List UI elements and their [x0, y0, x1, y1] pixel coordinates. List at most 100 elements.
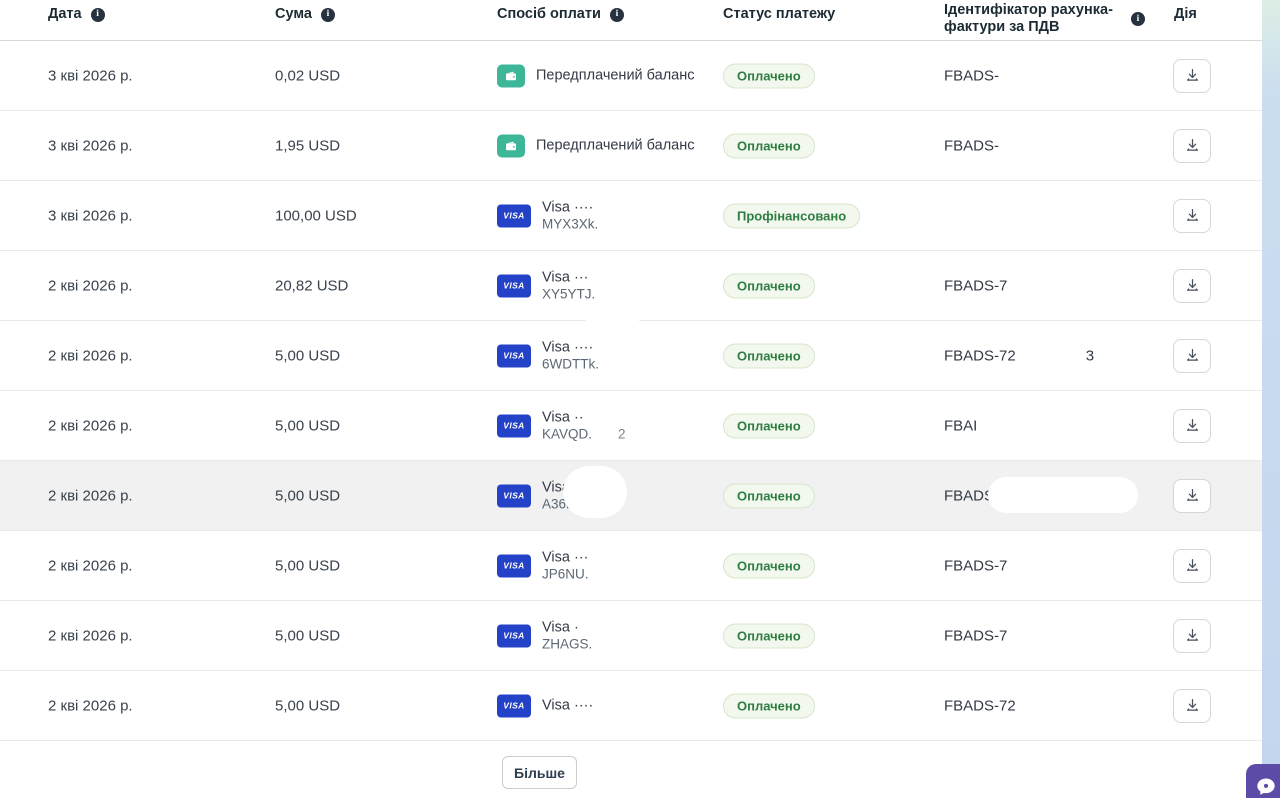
cell-status: Оплачено	[723, 413, 815, 438]
column-header-vat-invoice-id: Ідентифікатор рахунка-фактури за ПДВ	[944, 2, 1145, 37]
visa-card-icon: VISA	[497, 694, 531, 717]
download-icon	[1184, 557, 1201, 574]
download-invoice-button[interactable]	[1173, 408, 1211, 443]
cell-payment-method: VISA Visa ··· JP6NU.	[497, 548, 589, 583]
status-badge: Оплачено	[723, 693, 815, 718]
payment-reference-code: 6WDTTk.	[542, 356, 599, 372]
cell-amount: 5,00 USD	[275, 697, 341, 714]
table-row: 2 кві 2026 р. 5,00 USD VISA Visa ···· 6WDTTk…	[0, 321, 1280, 391]
column-label-vat-invoice-id: Ідентифікатор рахунка-фактури за ПДВ	[944, 2, 1113, 36]
visa-card-icon: VISA	[497, 414, 531, 437]
download-invoice-button[interactable]	[1173, 268, 1211, 303]
invoice-id-text: FBADS-7	[944, 627, 1008, 644]
cell-date: 2 кві 2026 р.	[48, 347, 133, 364]
visa-card-icon: VISA	[497, 554, 531, 577]
download-invoice-button[interactable]	[1173, 58, 1211, 93]
cell-date: 3 кві 2026 р.	[48, 137, 133, 154]
cell-date: 2 кві 2026 р.	[48, 487, 133, 504]
cell-date: 2 кві 2026 р.	[48, 277, 133, 294]
info-icon[interactable]	[609, 7, 624, 22]
cell-amount: 100,00 USD	[275, 207, 357, 224]
cell-action	[1173, 198, 1211, 233]
cell-invoice-id: FBADS-72	[944, 697, 1016, 714]
payment-method-name: Visa ··	[542, 409, 584, 425]
download-icon	[1184, 627, 1201, 644]
column-label-action: Дія	[1174, 6, 1197, 22]
table-row: 3 кві 2026 р. 100,00 USD VISA Visa ···· MYX3…	[0, 181, 1280, 251]
cell-amount: 5,00 USD	[275, 487, 341, 504]
cell-status: Оплачено	[723, 63, 815, 88]
cell-amount: 5,00 USD	[275, 557, 341, 574]
cell-action	[1173, 688, 1211, 723]
download-invoice-button[interactable]	[1173, 688, 1211, 723]
visa-card-icon: VISA	[497, 484, 531, 507]
cell-invoice-id: FBAI	[944, 417, 977, 434]
download-icon	[1184, 207, 1201, 224]
download-invoice-button[interactable]	[1173, 338, 1211, 373]
cell-payment-method: Передплачений баланс	[497, 64, 695, 87]
cell-amount: 0,02 USD	[275, 67, 341, 84]
status-badge: Оплачено	[723, 623, 815, 648]
download-invoice-button[interactable]	[1173, 618, 1211, 653]
download-invoice-button[interactable]	[1173, 478, 1211, 513]
table-row: 3 кві 2026 р. 1,95 USD Передплачений балан…	[0, 111, 1280, 181]
column-header-status: Статус платежу	[723, 6, 835, 23]
cell-payment-method: VISA Visa · ZHAGS.	[497, 618, 592, 653]
payment-reference-code: ZHAGS.	[542, 636, 593, 652]
payment-method-name: Visa ····	[542, 199, 594, 215]
cell-invoice-id: FBADS-72 3	[944, 347, 1094, 364]
status-badge: Оплачено	[723, 133, 815, 158]
payment-method-text: Visa ··· XY5YTJ.	[542, 268, 595, 303]
info-icon[interactable]	[320, 7, 335, 22]
download-icon	[1184, 697, 1201, 714]
cell-action	[1173, 268, 1211, 303]
cell-amount: 5,00 USD	[275, 417, 341, 434]
status-badge: Оплачено	[723, 483, 815, 508]
info-icon[interactable]	[1131, 12, 1145, 27]
cell-amount: 1,95 USD	[275, 137, 341, 154]
cell-status: Оплачено	[723, 133, 815, 158]
scrollbar-track[interactable]	[1262, 0, 1280, 798]
payment-reference-code: KAVQD. 2	[542, 426, 626, 442]
table-header: Дата Сума Спосіб оплати Статус платежу І…	[0, 0, 1280, 41]
cell-status: Оплачено	[723, 273, 815, 298]
invoice-id-text: FBADS-	[944, 137, 1000, 154]
payment-method-text: Передплачений баланс	[536, 66, 695, 84]
payment-reference-code: MYX3Xk.	[542, 216, 599, 232]
payment-method-text: Visa ···· MYX3Xk.	[542, 198, 598, 233]
column-label-date: Дата	[48, 6, 82, 22]
cell-action	[1173, 128, 1211, 163]
payment-method-text: Передплачений баланс	[536, 136, 695, 154]
column-header-action: Дія	[1174, 6, 1197, 23]
cell-payment-method: Передплачений баланс	[497, 134, 695, 157]
chat-widget-button[interactable]	[1246, 764, 1280, 798]
payment-method-text: Visa ···· 6WDTTk.	[542, 338, 599, 373]
payment-method-name: Visa ····	[542, 339, 594, 355]
cell-status: Оплачено	[723, 693, 815, 718]
cell-date: 2 кві 2026 р.	[48, 417, 133, 434]
payment-method-text: Visa ··· JP6NU.	[542, 548, 589, 583]
info-icon[interactable]	[90, 7, 105, 22]
cell-action	[1173, 58, 1211, 93]
load-more-button[interactable]: Більше	[502, 756, 577, 789]
cell-action	[1173, 618, 1211, 653]
invoice-id-text: FBADS-	[944, 67, 1000, 84]
visa-card-icon: VISA	[497, 274, 531, 297]
cell-amount: 5,00 USD	[275, 347, 341, 364]
status-badge: Оплачено	[723, 63, 815, 88]
table-row: 2 кві 2026 р. 5,00 USD VISA Visa ···· Оплаче…	[0, 671, 1280, 741]
download-invoice-button[interactable]	[1173, 128, 1211, 163]
cell-payment-method: VISA Visa ····	[497, 694, 593, 717]
download-icon	[1184, 67, 1201, 84]
cell-invoice-id: FBADS	[944, 487, 994, 504]
download-invoice-button[interactable]	[1173, 198, 1211, 233]
cell-payment-method: VISA Visa ·· KAVQD. 2	[497, 408, 626, 443]
payment-method-name: Передплачений баланс	[536, 137, 695, 154]
table-row: 3 кві 2026 р. 0,02 USD Передплачений балан…	[0, 41, 1280, 111]
status-badge: Оплачено	[723, 343, 815, 368]
cell-payment-method: VISA Visa ··· XY5YTJ.	[497, 268, 595, 303]
payment-method-name: Передплачений баланс	[536, 67, 695, 84]
cell-payment-method: VISA Visa ···· MYX3Xk.	[497, 198, 598, 233]
download-invoice-button[interactable]	[1173, 548, 1211, 583]
